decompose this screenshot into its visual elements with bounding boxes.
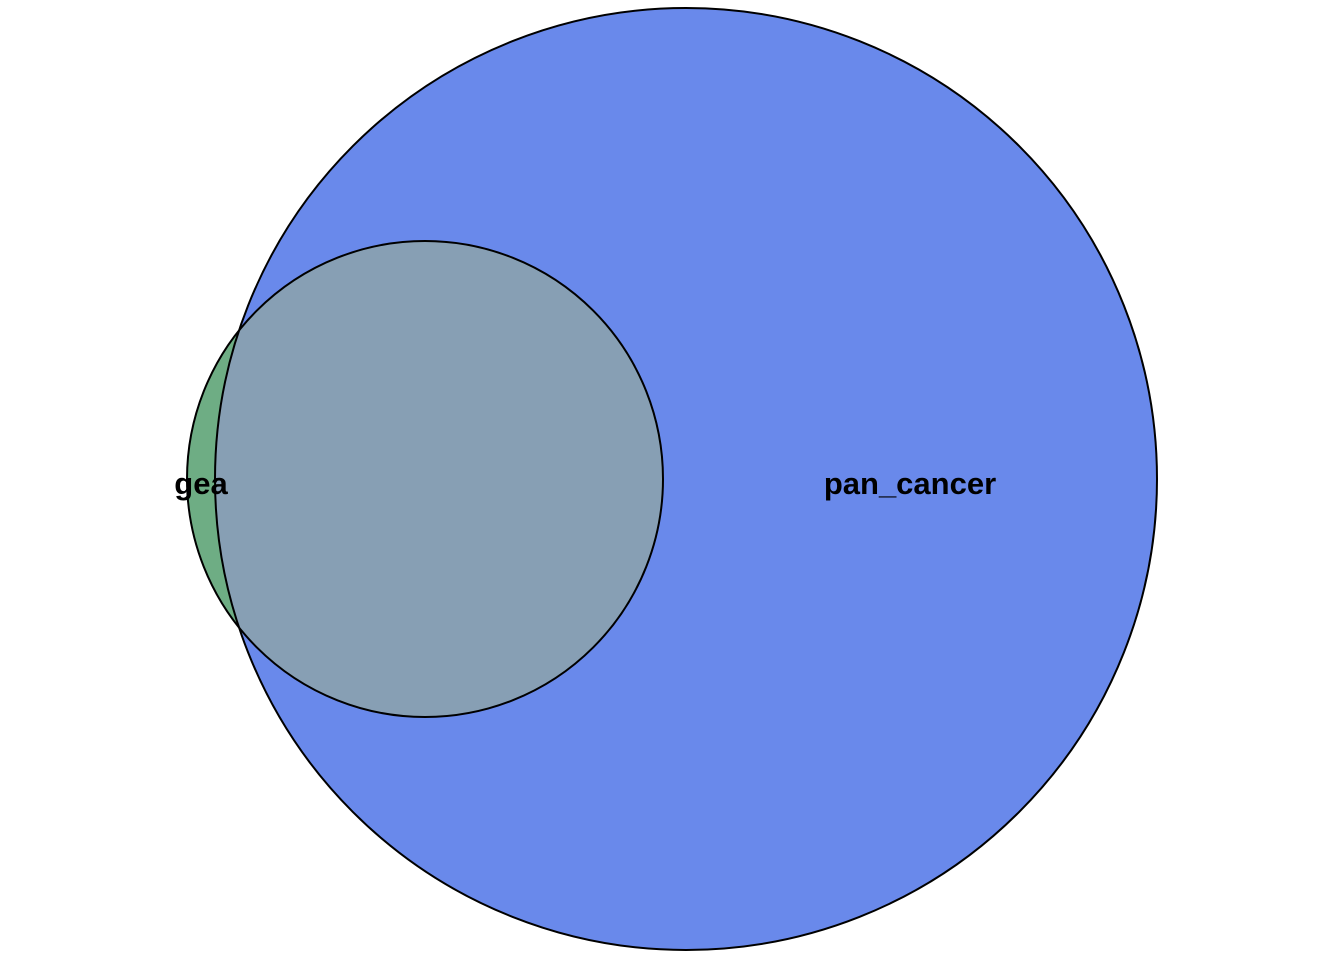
pan-cancer-set-outline xyxy=(214,7,1158,951)
gea-set-label: gea xyxy=(174,466,228,501)
gea-set-outline xyxy=(186,240,664,718)
intersection-region xyxy=(215,241,663,717)
pan-cancer-set-label: pan_cancer xyxy=(824,466,996,501)
